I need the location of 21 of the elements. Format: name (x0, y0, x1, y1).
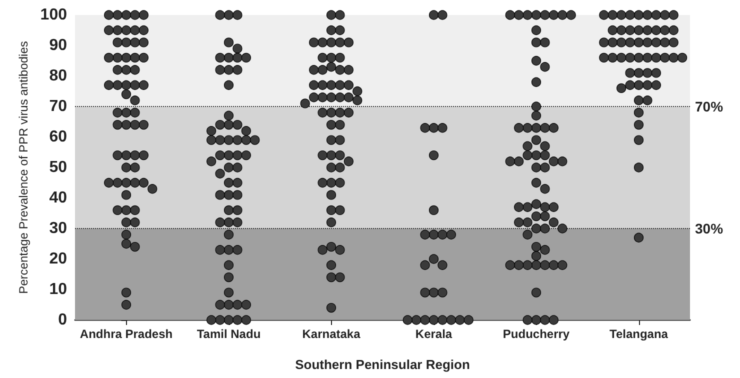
y-tick-label: 10 (49, 281, 68, 298)
y-tick-label: 100 (40, 6, 68, 24)
y-tick-label: 60 (49, 128, 68, 146)
y-tick-label: 0 (58, 312, 68, 328)
x-tick-label: Karnataka (302, 327, 361, 341)
y-axis-title: Percentage Prevalence of PPR virus antibodies (16, 41, 30, 294)
y-tick-label: 20 (49, 250, 68, 268)
y-tick-label: 50 (49, 159, 68, 176)
y-tick-label: 30 (49, 220, 68, 237)
ref-line-label: 70% (695, 98, 724, 114)
x-tick-label: Telangana (610, 327, 668, 341)
y-tick-label: 90 (49, 37, 68, 54)
x-axis-title: Southern Peninsular Region (295, 357, 470, 372)
y-tick-label: 40 (49, 190, 68, 206)
y-tick-label: 70 (49, 98, 68, 115)
x-tick-label: Puducherry (502, 327, 570, 341)
x-tick-label: Kerala (415, 327, 452, 341)
ref-line-label: 30% (695, 220, 724, 236)
y-tick-label: 80 (49, 68, 68, 84)
x-tick-label: Andhra Pradesh (80, 327, 173, 341)
x-tick-label: Tamil Nadu (196, 327, 261, 341)
